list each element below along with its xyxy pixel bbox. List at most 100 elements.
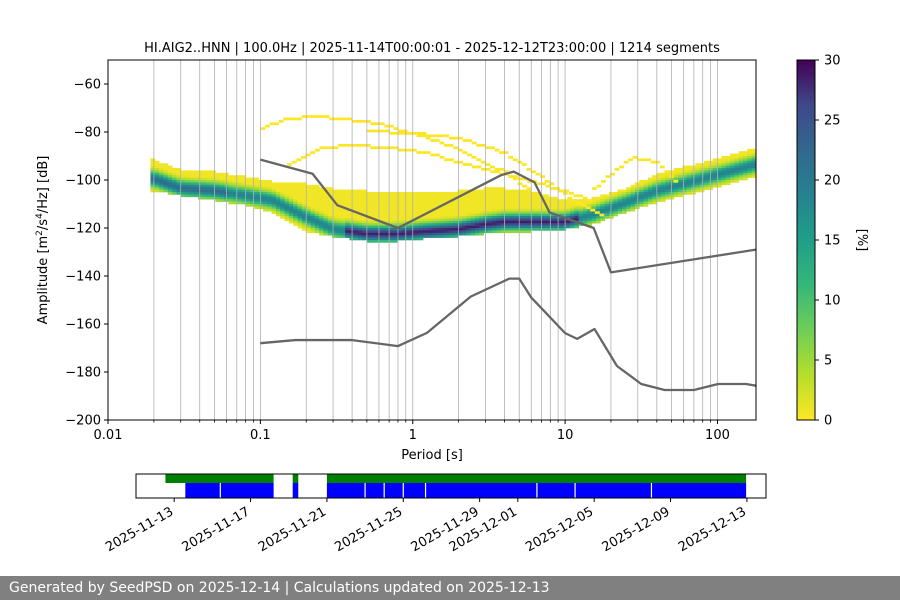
psd-bin xyxy=(531,218,536,222)
psd-bin xyxy=(505,228,510,231)
psd-bin xyxy=(306,199,311,202)
psd-bin xyxy=(401,206,407,210)
psd-bin xyxy=(401,232,407,236)
psd-bin xyxy=(643,180,649,183)
psd-bin xyxy=(271,187,277,190)
psd-bin xyxy=(431,196,437,200)
psd-bin xyxy=(435,218,441,222)
psd-bin xyxy=(704,184,709,188)
psd-bin xyxy=(444,196,450,200)
psd-bin xyxy=(293,216,298,219)
psd-bin xyxy=(340,220,346,224)
psd-bin xyxy=(492,228,497,231)
timeline-chart xyxy=(165,474,747,498)
psd-bin xyxy=(682,182,688,186)
psd-bin xyxy=(444,134,450,138)
psd-bin xyxy=(397,194,402,198)
psd-bin xyxy=(150,170,156,174)
psd-bin xyxy=(375,196,381,200)
psd-bin xyxy=(306,194,311,198)
psd-bin xyxy=(215,196,221,200)
psd-bin xyxy=(236,189,242,193)
psd-bin xyxy=(280,216,285,219)
psd-bin xyxy=(444,192,450,195)
psd-bin xyxy=(384,237,389,241)
psd-bin xyxy=(159,182,164,186)
psd-bin xyxy=(306,201,311,205)
psd-bin xyxy=(275,189,281,193)
psd-bin xyxy=(159,189,164,193)
psd-bin xyxy=(280,213,285,217)
psd-bin xyxy=(414,237,420,241)
colorbar-tick-label: 5 xyxy=(824,354,832,369)
psd-bin xyxy=(414,192,420,195)
psd-bin xyxy=(392,228,398,231)
psd-bin xyxy=(283,117,289,121)
psd-bin xyxy=(388,216,394,219)
psd-bin xyxy=(366,213,372,217)
psd-bin xyxy=(353,235,359,238)
psd-bin xyxy=(695,182,701,186)
psd-bin xyxy=(427,228,433,231)
psd-bin xyxy=(297,201,303,205)
psd-bin xyxy=(310,218,316,222)
psd-bin xyxy=(236,180,242,183)
psd-bin xyxy=(643,201,649,205)
psd-bin xyxy=(570,211,575,214)
psd-bin xyxy=(375,206,381,210)
psd-bin xyxy=(587,204,593,207)
psd-bin xyxy=(712,158,718,162)
psd-bin xyxy=(249,192,255,195)
psd-bin xyxy=(686,165,692,169)
psd-bin xyxy=(561,206,567,210)
psd-bin xyxy=(548,228,554,231)
psd-bin xyxy=(198,192,203,195)
psd-bin xyxy=(730,170,735,174)
psd-bin xyxy=(526,189,532,193)
psd-bin xyxy=(570,206,575,210)
psd-bin xyxy=(388,211,394,214)
psd-bin xyxy=(444,235,450,238)
psd-bin xyxy=(531,228,536,231)
psd-bin xyxy=(384,146,390,150)
psd-bin xyxy=(487,230,493,234)
psd-bin xyxy=(206,175,212,178)
psd-bin xyxy=(332,194,337,198)
psd-bin xyxy=(544,180,550,183)
psd-bin xyxy=(398,129,404,133)
psd-bin xyxy=(154,184,160,188)
psd-bin xyxy=(470,230,476,234)
psd-bin xyxy=(639,201,644,205)
psd-bin xyxy=(323,201,329,205)
psd-bin xyxy=(505,194,510,198)
psd-bin xyxy=(430,134,436,138)
psd-bin xyxy=(163,165,169,169)
psd-bin xyxy=(280,211,285,214)
psd-bin xyxy=(353,223,359,226)
psd-bin xyxy=(522,189,528,193)
psd-bin xyxy=(167,165,173,169)
psd-bin xyxy=(470,216,476,219)
psd-bin xyxy=(288,182,294,186)
psd-bin xyxy=(293,182,298,186)
psd-bin xyxy=(280,199,285,202)
psd-bin xyxy=(280,187,285,190)
psd-bin xyxy=(319,194,324,198)
psd-bin xyxy=(332,230,337,234)
psd-bin xyxy=(159,187,164,190)
psd-bin xyxy=(448,194,454,198)
psd-bin xyxy=(500,204,506,207)
psd-bin xyxy=(686,172,692,176)
psd-bin xyxy=(167,189,173,193)
psd-bin xyxy=(712,184,718,188)
psd-bin xyxy=(319,232,324,236)
psd-bin xyxy=(353,206,359,210)
psd-bin xyxy=(496,194,502,198)
psd-bin xyxy=(267,189,272,193)
y-tick-label: −80 xyxy=(74,126,101,141)
psd-bin xyxy=(522,177,528,181)
psd-bin xyxy=(487,228,493,231)
psd-bin xyxy=(353,196,359,200)
psd-bin xyxy=(565,225,571,229)
